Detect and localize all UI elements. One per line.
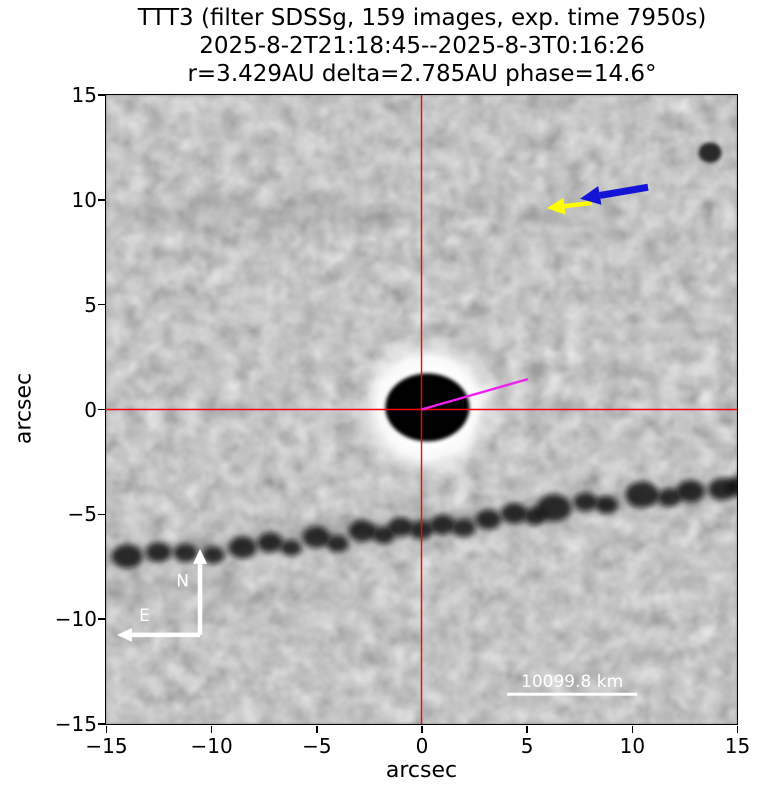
star-trail-blob: [326, 534, 349, 552]
star-trail-blob: [257, 532, 283, 553]
figure-title: TTT3 (filter SDSSg, 159 images, exp. tim…: [137, 5, 707, 31]
x-tick-label: −10: [190, 734, 233, 758]
y-tick-label: −5: [67, 502, 97, 527]
y-tick-mark: [98, 723, 105, 725]
star-trail-blob: [302, 525, 331, 548]
star-trail-blob: [726, 475, 737, 496]
x-tick-label: −5: [302, 734, 332, 758]
blue-arrow: [580, 183, 649, 205]
y-tick-label: 15: [71, 83, 97, 107]
star-trail-blob: [111, 543, 143, 568]
y-tick-mark: [98, 408, 105, 411]
y-tick-label: 0: [84, 397, 97, 422]
figure-orbit-info: r=3.429AU delta=2.785AU phase=14.6°: [187, 61, 657, 87]
background-shading-band: [106, 574, 338, 604]
y-tick-label: 5: [84, 292, 97, 317]
star-trail-blob: [202, 545, 225, 564]
x-tick-mark: [631, 725, 634, 733]
scale-bar: [507, 692, 638, 696]
y-tick-label: −10: [54, 607, 97, 632]
yellow-arrow: [546, 197, 593, 215]
x-tick-label: 5: [520, 734, 534, 758]
x-tick-mark: [421, 725, 423, 733]
star-trail-blob: [429, 514, 456, 535]
background-shading-band: [106, 197, 411, 231]
x-tick-label: −15: [85, 734, 128, 758]
yellow-arrow-head: [546, 197, 566, 215]
star-trail-blob: [676, 479, 705, 502]
compass-north-label: N: [176, 571, 189, 591]
y-tick-mark: [98, 94, 105, 96]
compass-east-arrow-head: [116, 627, 132, 642]
y-tick-label: −15: [54, 712, 97, 736]
y-axis-label: arcsec: [11, 372, 37, 445]
star-trail-blob: [348, 519, 377, 542]
next-panel-partial-strip: [0, 793, 769, 800]
x-tick-mark: [526, 725, 528, 733]
x-tick-label: 15: [724, 734, 751, 758]
star-trail-blob: [280, 539, 302, 556]
x-tick-mark: [736, 725, 739, 733]
yellow-arrow-shaft: [564, 200, 593, 208]
star-trail-blob: [145, 541, 172, 562]
star-trail-blob: [595, 495, 618, 514]
compass-north-arrow-head: [193, 548, 208, 564]
magenta-direction-line: [421, 377, 529, 411]
star-trail-blob: [536, 493, 572, 522]
x-tick-mark: [210, 725, 213, 733]
figure-title-block: TTT3 (filter SDSSg, 159 images, exp. tim…: [69, 4, 769, 88]
star-trail-blob: [500, 502, 528, 524]
star-trail-blob: [387, 516, 414, 537]
plot-canvas: N E 10099.8 km: [106, 94, 737, 724]
star-trail-blob: [657, 487, 682, 507]
star-trail-blob: [625, 480, 660, 508]
x-axis-label: arcsec: [385, 758, 458, 783]
image-plot: N E 10099.8 km: [105, 93, 738, 725]
y-tick-mark: [98, 199, 105, 201]
compass-east-label: E: [139, 605, 150, 625]
field-star: [698, 142, 722, 163]
star-trail-blob: [174, 543, 198, 562]
compass-north-arrow: [193, 548, 208, 635]
y-tick-label: 10: [71, 187, 97, 212]
y-tick-mark: [98, 618, 105, 620]
star-trail-blob: [573, 491, 598, 511]
x-tick-label: 0: [415, 734, 429, 758]
y-tick-mark: [98, 303, 105, 306]
scale-bar-label: 10099.8 km: [521, 671, 623, 691]
x-tick-mark: [316, 725, 318, 733]
figure-date-range: 2025-8-2T21:18:45--2025-8-3T0:16:26: [199, 33, 645, 59]
star-trail-blob: [451, 518, 476, 537]
star-trail-blob: [228, 536, 257, 559]
star-trail-blob: [476, 509, 502, 529]
blue-arrow-shaft: [599, 183, 649, 199]
y-tick-mark: [98, 513, 105, 516]
image-features-layer: N E 10099.8 km: [106, 94, 737, 724]
blue-arrow-head: [580, 185, 602, 205]
x-tick-mark: [105, 725, 108, 733]
compass-east-arrow: [116, 627, 201, 642]
background-shading-band: [421, 191, 653, 216]
x-tick-label: 10: [619, 734, 646, 758]
